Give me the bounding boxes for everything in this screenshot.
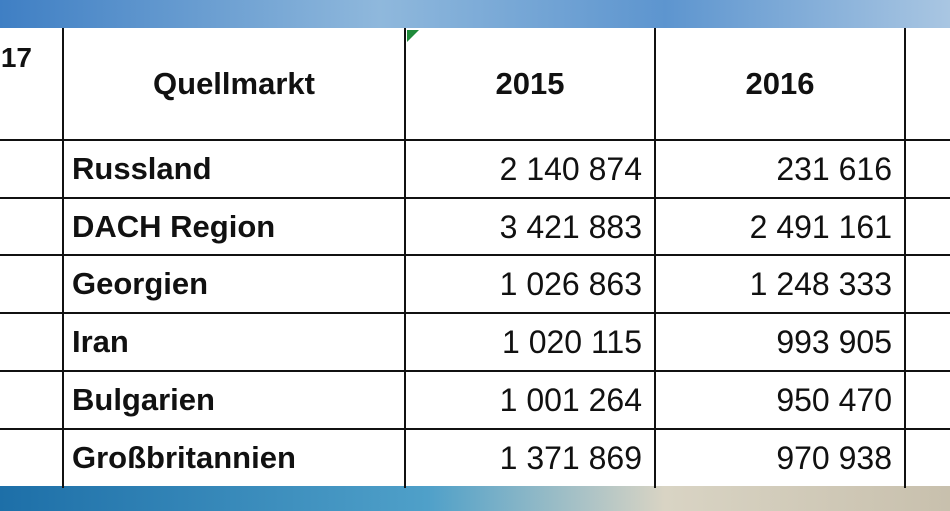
partial-header: 17 [0,42,32,73]
visitor-count: 970 938 [776,439,892,476]
visitor-count: 1 371 869 [499,439,642,476]
column-line [904,28,906,488]
row-line [0,196,950,199]
cell-marker [407,30,419,42]
visitor-count: 2 140 874 [499,151,642,187]
table [0,28,950,488]
column-header: 2015 [495,66,565,101]
visitor-count: 2 491 161 [749,208,892,245]
visitor-count: 1 026 863 [499,266,642,303]
visitor-count: 1 001 264 [499,381,642,418]
column-header: Quellmarkt [153,66,315,101]
market-name: Bulgarien [72,381,215,417]
market-name: Iran [72,324,129,360]
row-line [0,254,950,257]
visitor-count: 1 020 115 [502,324,642,361]
row-line [0,427,950,430]
column-line [654,28,656,488]
market-name: DACH Region [72,208,276,244]
visitor-count: 993 905 [776,324,892,361]
row-line [0,369,950,372]
background-sky [0,0,950,30]
market-name: Russland [72,151,212,186]
market-name: Georgien [72,266,209,302]
row-line [0,139,950,141]
visitor-count: 231 616 [776,151,892,187]
visitor-count: 1 248 333 [749,266,892,303]
column-header: 2016 [745,66,815,101]
column-line [404,28,406,488]
visitor-count: 3 421 883 [499,208,642,245]
visitor-count: 950 470 [776,381,892,418]
column-line [62,28,64,488]
market-name: Großbritannien [72,439,296,475]
row-line [0,312,950,315]
background-beach [0,486,950,511]
